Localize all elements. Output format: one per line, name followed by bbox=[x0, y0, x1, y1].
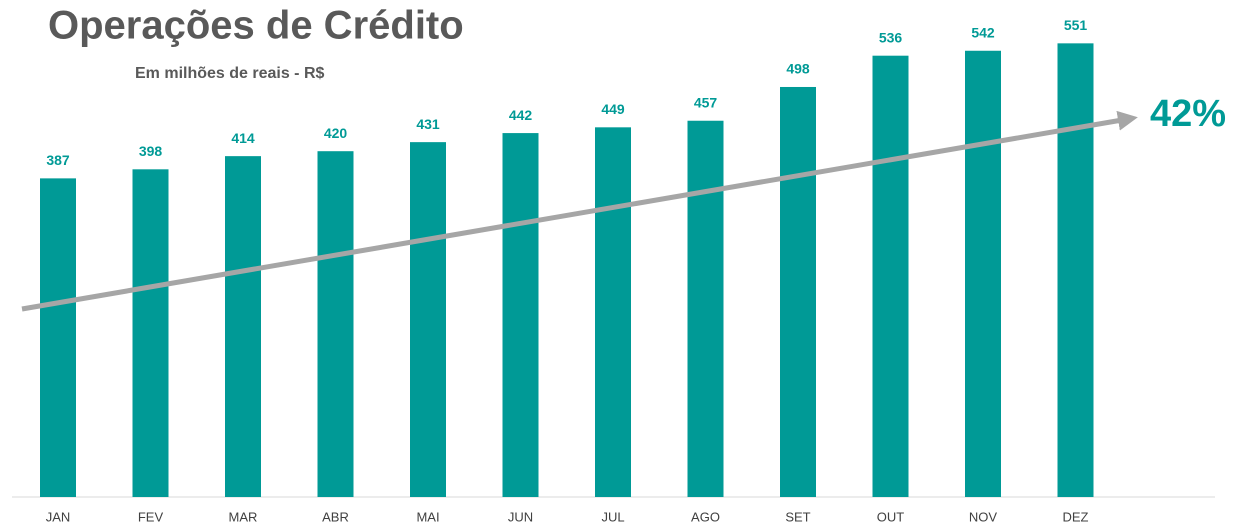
annotation: 42% bbox=[1150, 93, 1226, 135]
bars: 387 JAN 398 FEV 414 MAR 420 ABR 431 MAI 442 JUN 449 J… bbox=[40, 17, 1094, 524]
x-tick-label: DEZ bbox=[1063, 509, 1089, 524]
value-label: 414 bbox=[231, 130, 255, 146]
bar bbox=[132, 169, 169, 497]
x-tick-label: AGO bbox=[691, 509, 720, 524]
x-tick-label: FEV bbox=[138, 509, 164, 524]
value-label: 431 bbox=[416, 116, 440, 132]
x-tick-label: JAN bbox=[46, 509, 71, 524]
x-tick-label: ABR bbox=[322, 509, 349, 524]
x-tick-label: JUN bbox=[508, 509, 533, 524]
value-label: 387 bbox=[46, 152, 70, 168]
trend-arrow bbox=[21, 110, 1138, 312]
x-tick-label: NOV bbox=[969, 509, 998, 524]
bar bbox=[225, 156, 261, 497]
value-label: 457 bbox=[694, 94, 718, 110]
value-label: 442 bbox=[509, 107, 533, 123]
bar bbox=[40, 178, 76, 497]
bar bbox=[317, 151, 354, 497]
bar bbox=[965, 50, 1001, 498]
x-tick-label: MAR bbox=[229, 509, 258, 524]
bar bbox=[1057, 43, 1094, 498]
x-tick-label: MAI bbox=[416, 509, 439, 524]
bar bbox=[780, 86, 816, 497]
value-label: 551 bbox=[1064, 17, 1088, 33]
value-label: 449 bbox=[601, 101, 625, 117]
bar bbox=[687, 120, 724, 497]
x-tick-label: JUL bbox=[601, 509, 624, 524]
value-label: 498 bbox=[786, 61, 810, 77]
bar bbox=[502, 133, 539, 497]
value-label: 542 bbox=[971, 24, 995, 40]
chart-subtitle: Em milhões de reais - R$ bbox=[135, 65, 325, 82]
value-label: 536 bbox=[879, 29, 903, 45]
bar bbox=[595, 127, 631, 497]
bar bbox=[410, 142, 446, 498]
chart-title: Operações de Crédito bbox=[48, 4, 464, 48]
x-tick-label: SET bbox=[785, 509, 810, 524]
value-label: 398 bbox=[139, 143, 163, 159]
bar bbox=[872, 55, 909, 498]
value-label: 420 bbox=[324, 125, 348, 141]
x-tick-label: OUT bbox=[877, 509, 905, 524]
